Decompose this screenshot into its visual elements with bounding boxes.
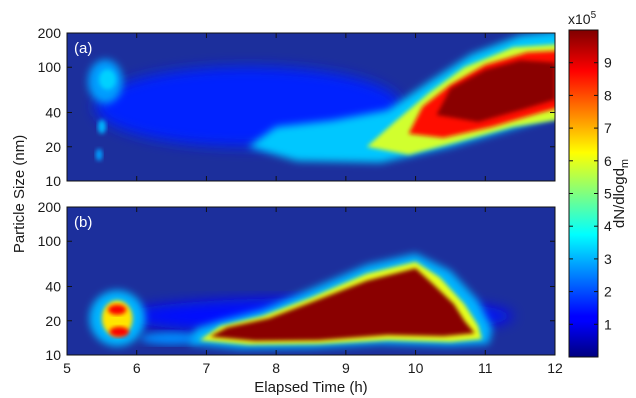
- colorbar-ticks: 1 2 3 4 5 6 7 8 9: [569, 55, 612, 332]
- heat-b-bridge: [140, 332, 203, 345]
- y-tick-label: 20: [45, 139, 61, 155]
- panel-a-heatmap: [87, 33, 555, 163]
- x-tick-label: 9: [342, 360, 350, 376]
- colorbar-multiplier-base: x10: [568, 11, 591, 27]
- panel-b-y-axis: 10 20 40 100 200: [38, 199, 555, 363]
- colorbar-title-subscript: m: [619, 159, 631, 168]
- colorbar-tick-label: 9: [604, 55, 612, 71]
- colorbar-tick-label: 7: [604, 120, 612, 136]
- x-tick-label: 11: [478, 360, 493, 376]
- x-tick-label: 8: [272, 360, 280, 376]
- colorbar-title-main: dN/dlogd: [611, 168, 628, 228]
- x-tick-label: 5: [63, 360, 71, 376]
- y-tick-label: 10: [45, 347, 61, 363]
- heat-b-main-core: [209, 268, 475, 341]
- colorbar-tick-label: 6: [604, 153, 612, 169]
- panel-b: (b) 10 20 40 100 200: [38, 199, 556, 363]
- x-tick-label: 10: [408, 360, 424, 376]
- panel-b-heatmap: [89, 253, 514, 349]
- x-tick-label: 6: [133, 360, 141, 376]
- colorbar-tick-label: 4: [604, 218, 612, 234]
- colorbar-tick-label: 5: [604, 186, 612, 202]
- panel-b-label: (b): [74, 214, 92, 231]
- x-tick-label: 12: [547, 360, 563, 376]
- colorbar-tick-label: 8: [604, 87, 612, 103]
- heat-early-spot-2: [95, 148, 103, 161]
- y-tick-label: 200: [38, 25, 62, 41]
- colorbar-tick-label: 1: [604, 316, 612, 332]
- y-tick-label: 10: [45, 173, 61, 189]
- panel-a-y-axis: 10 20 40 100 200: [38, 25, 555, 189]
- panel-a: (a) 10 20 40 100 200: [38, 25, 556, 189]
- heat-early-spot-1: [97, 119, 107, 134]
- colorbar-title: dN/dlogdm: [611, 159, 631, 228]
- y-tick-label: 20: [45, 313, 61, 329]
- y-tick-label: 100: [38, 59, 62, 75]
- heat-b-early-core-bottom: [109, 326, 130, 337]
- colorbar-multiplier: x105: [568, 10, 597, 27]
- colorbar-multiplier-exponent: 5: [591, 10, 597, 21]
- y-tick-label: 40: [45, 105, 61, 121]
- heat-growth-band-core: [436, 60, 555, 122]
- y-axis-title: Particle Size (nm): [11, 135, 28, 253]
- panel-a-frame: [66, 32, 556, 182]
- colorbar-gradient: [568, 29, 599, 358]
- panel-b-frame: [66, 206, 556, 356]
- x-axis: 5 6 7 8 9 10 11 12: [63, 33, 563, 376]
- y-tick-label: 200: [38, 199, 62, 215]
- heat-early-mode-core: [99, 69, 116, 90]
- x-tick-label: 7: [203, 360, 211, 376]
- y-tick-label: 100: [38, 233, 62, 249]
- colorbar-tick-label: 3: [604, 251, 612, 267]
- x-axis-title: Elapsed Time (h): [254, 379, 367, 396]
- colorbar-tick-label: 2: [604, 284, 612, 300]
- y-tick-label: 40: [45, 279, 61, 295]
- panel-a-label: (a): [74, 40, 92, 57]
- heat-b-early-core-top: [108, 304, 127, 315]
